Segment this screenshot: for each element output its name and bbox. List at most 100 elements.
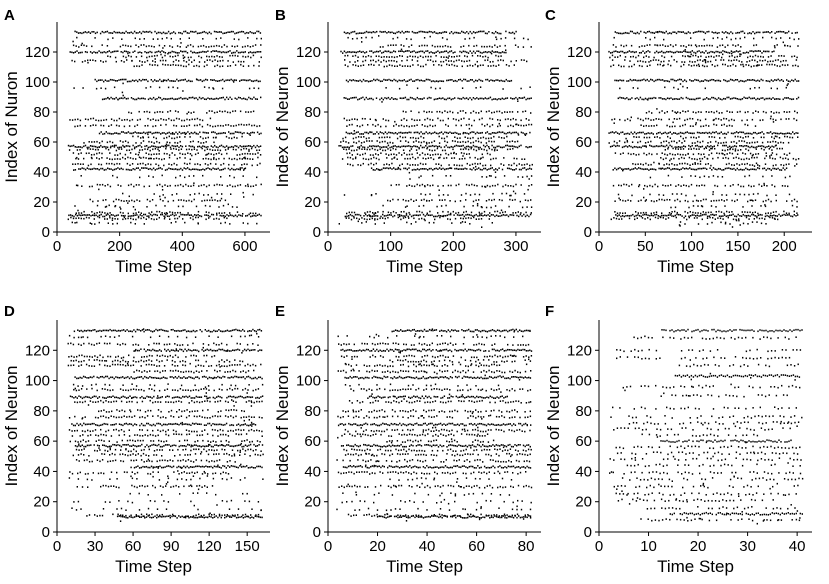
spike-mark [193, 175, 195, 177]
spike-mark [525, 98, 527, 101]
spike-mark [231, 145, 233, 148]
spike-mark [522, 97, 524, 99]
spike-mark [186, 112, 188, 115]
spike-mark [440, 164, 442, 167]
spike-mark [475, 213, 477, 216]
spike-mark [648, 136, 651, 139]
spike-mark [773, 112, 775, 114]
spike-mark [753, 44, 755, 47]
spike-mark [344, 136, 347, 139]
spike-mark [475, 165, 477, 168]
spike-mark [401, 65, 404, 67]
spike-mark [470, 142, 472, 144]
spike-mark [633, 32, 635, 34]
spike-mark [722, 59, 725, 61]
spike-mark [377, 59, 380, 62]
spike-mark [123, 145, 125, 148]
spike-mark [220, 176, 222, 178]
spike-mark [490, 65, 492, 67]
spike-mark [453, 56, 455, 58]
spike-mark [120, 214, 123, 217]
spike-mark [191, 118, 193, 121]
spike-mark [739, 131, 741, 133]
spike-mark [214, 199, 216, 201]
spike-mark [98, 216, 101, 219]
spike-mark [77, 209, 79, 212]
spike-mark [526, 214, 528, 217]
spike-mark [659, 44, 661, 47]
spike-mark [622, 79, 625, 82]
spike-mark [672, 51, 675, 54]
spike-mark [690, 53, 692, 56]
spike-mark [433, 64, 435, 66]
spike-mark [618, 140, 621, 142]
spike-mark [168, 98, 170, 100]
spike-mark [439, 156, 441, 159]
spike-mark [785, 59, 787, 62]
spike-mark [677, 79, 679, 81]
spike-mark [225, 31, 228, 34]
spike-mark [437, 212, 439, 214]
spike-mark [145, 157, 147, 159]
spike-mark [498, 122, 500, 125]
spike-mark [139, 38, 141, 40]
spike-mark [87, 59, 89, 62]
spike-mark [743, 96, 745, 99]
spike-mark [467, 52, 470, 54]
spike-mark [76, 149, 79, 151]
spike-mark [378, 136, 381, 139]
spike-mark [529, 164, 531, 167]
spike-mark [410, 44, 413, 46]
spike-mark [347, 32, 349, 34]
spike-mark [762, 110, 765, 113]
spike-mark [243, 196, 245, 198]
spike-mark [460, 152, 463, 154]
spike-mark [435, 163, 437, 165]
spike-mark [437, 32, 439, 35]
spike-mark [780, 141, 782, 144]
spike-mark [530, 206, 533, 208]
spike-mark [370, 55, 372, 58]
spike-mark [347, 142, 350, 144]
spike-mark [343, 148, 345, 150]
spike-mark [460, 148, 462, 151]
spike-mark [731, 79, 733, 81]
spike-mark [457, 145, 459, 147]
spike-mark [197, 141, 200, 143]
spike-mark [177, 80, 180, 82]
spike-mark [617, 56, 619, 58]
spike-mark [180, 167, 182, 170]
spike-mark [156, 214, 158, 217]
spike-mark [255, 212, 257, 215]
spike-mark [124, 96, 126, 99]
spike-mark [238, 123, 240, 126]
spike-mark [717, 36, 719, 39]
spike-mark [427, 78, 429, 81]
spike-mark [183, 50, 185, 53]
spike-mark [228, 157, 230, 160]
spike-mark [249, 145, 252, 147]
spike-mark [734, 97, 737, 100]
spike-mark [113, 119, 115, 122]
spike-mark [517, 111, 519, 113]
spike-mark [175, 98, 177, 100]
spike-mark [462, 148, 465, 151]
spike-mark [76, 156, 78, 159]
spike-mark [475, 218, 477, 220]
spike-mark [721, 169, 723, 171]
spike-mark [212, 88, 215, 90]
spike-mark [723, 50, 726, 53]
spike-mark [213, 158, 215, 160]
spike-mark [146, 145, 148, 147]
spike-mark [156, 168, 158, 170]
spike-mark [342, 137, 344, 140]
spike-mark [384, 131, 387, 133]
spike-mark [227, 203, 229, 206]
spike-mark [752, 50, 755, 53]
spike-mark [428, 167, 431, 170]
spike-mark [370, 194, 373, 196]
spike-mark [488, 97, 490, 100]
spike-mark [170, 37, 172, 40]
spike-mark [761, 52, 763, 54]
spike-mark [374, 218, 376, 220]
